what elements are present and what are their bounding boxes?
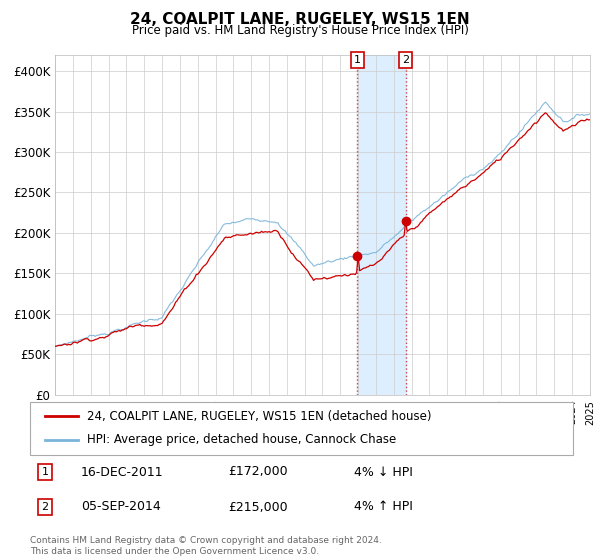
Text: 1: 1 xyxy=(354,55,361,65)
Text: 2: 2 xyxy=(402,55,409,65)
Text: 24, COALPIT LANE, RUGELEY, WS15 1EN (detached house): 24, COALPIT LANE, RUGELEY, WS15 1EN (det… xyxy=(87,410,431,423)
Text: £215,000: £215,000 xyxy=(228,501,287,514)
Text: 4% ↑ HPI: 4% ↑ HPI xyxy=(354,501,413,514)
Text: £172,000: £172,000 xyxy=(228,465,287,478)
Text: HPI: Average price, detached house, Cannock Chase: HPI: Average price, detached house, Cann… xyxy=(87,433,396,446)
Text: Price paid vs. HM Land Registry's House Price Index (HPI): Price paid vs. HM Land Registry's House … xyxy=(131,24,469,37)
Text: Contains HM Land Registry data © Crown copyright and database right 2024.
This d: Contains HM Land Registry data © Crown c… xyxy=(30,536,382,556)
Text: 05-SEP-2014: 05-SEP-2014 xyxy=(81,501,161,514)
Text: 16-DEC-2011: 16-DEC-2011 xyxy=(81,465,164,478)
Text: 4% ↓ HPI: 4% ↓ HPI xyxy=(354,465,413,478)
Text: 2: 2 xyxy=(41,502,49,512)
Text: 1: 1 xyxy=(41,467,49,477)
Bar xyxy=(358,55,406,395)
Text: 24, COALPIT LANE, RUGELEY, WS15 1EN: 24, COALPIT LANE, RUGELEY, WS15 1EN xyxy=(130,12,470,27)
